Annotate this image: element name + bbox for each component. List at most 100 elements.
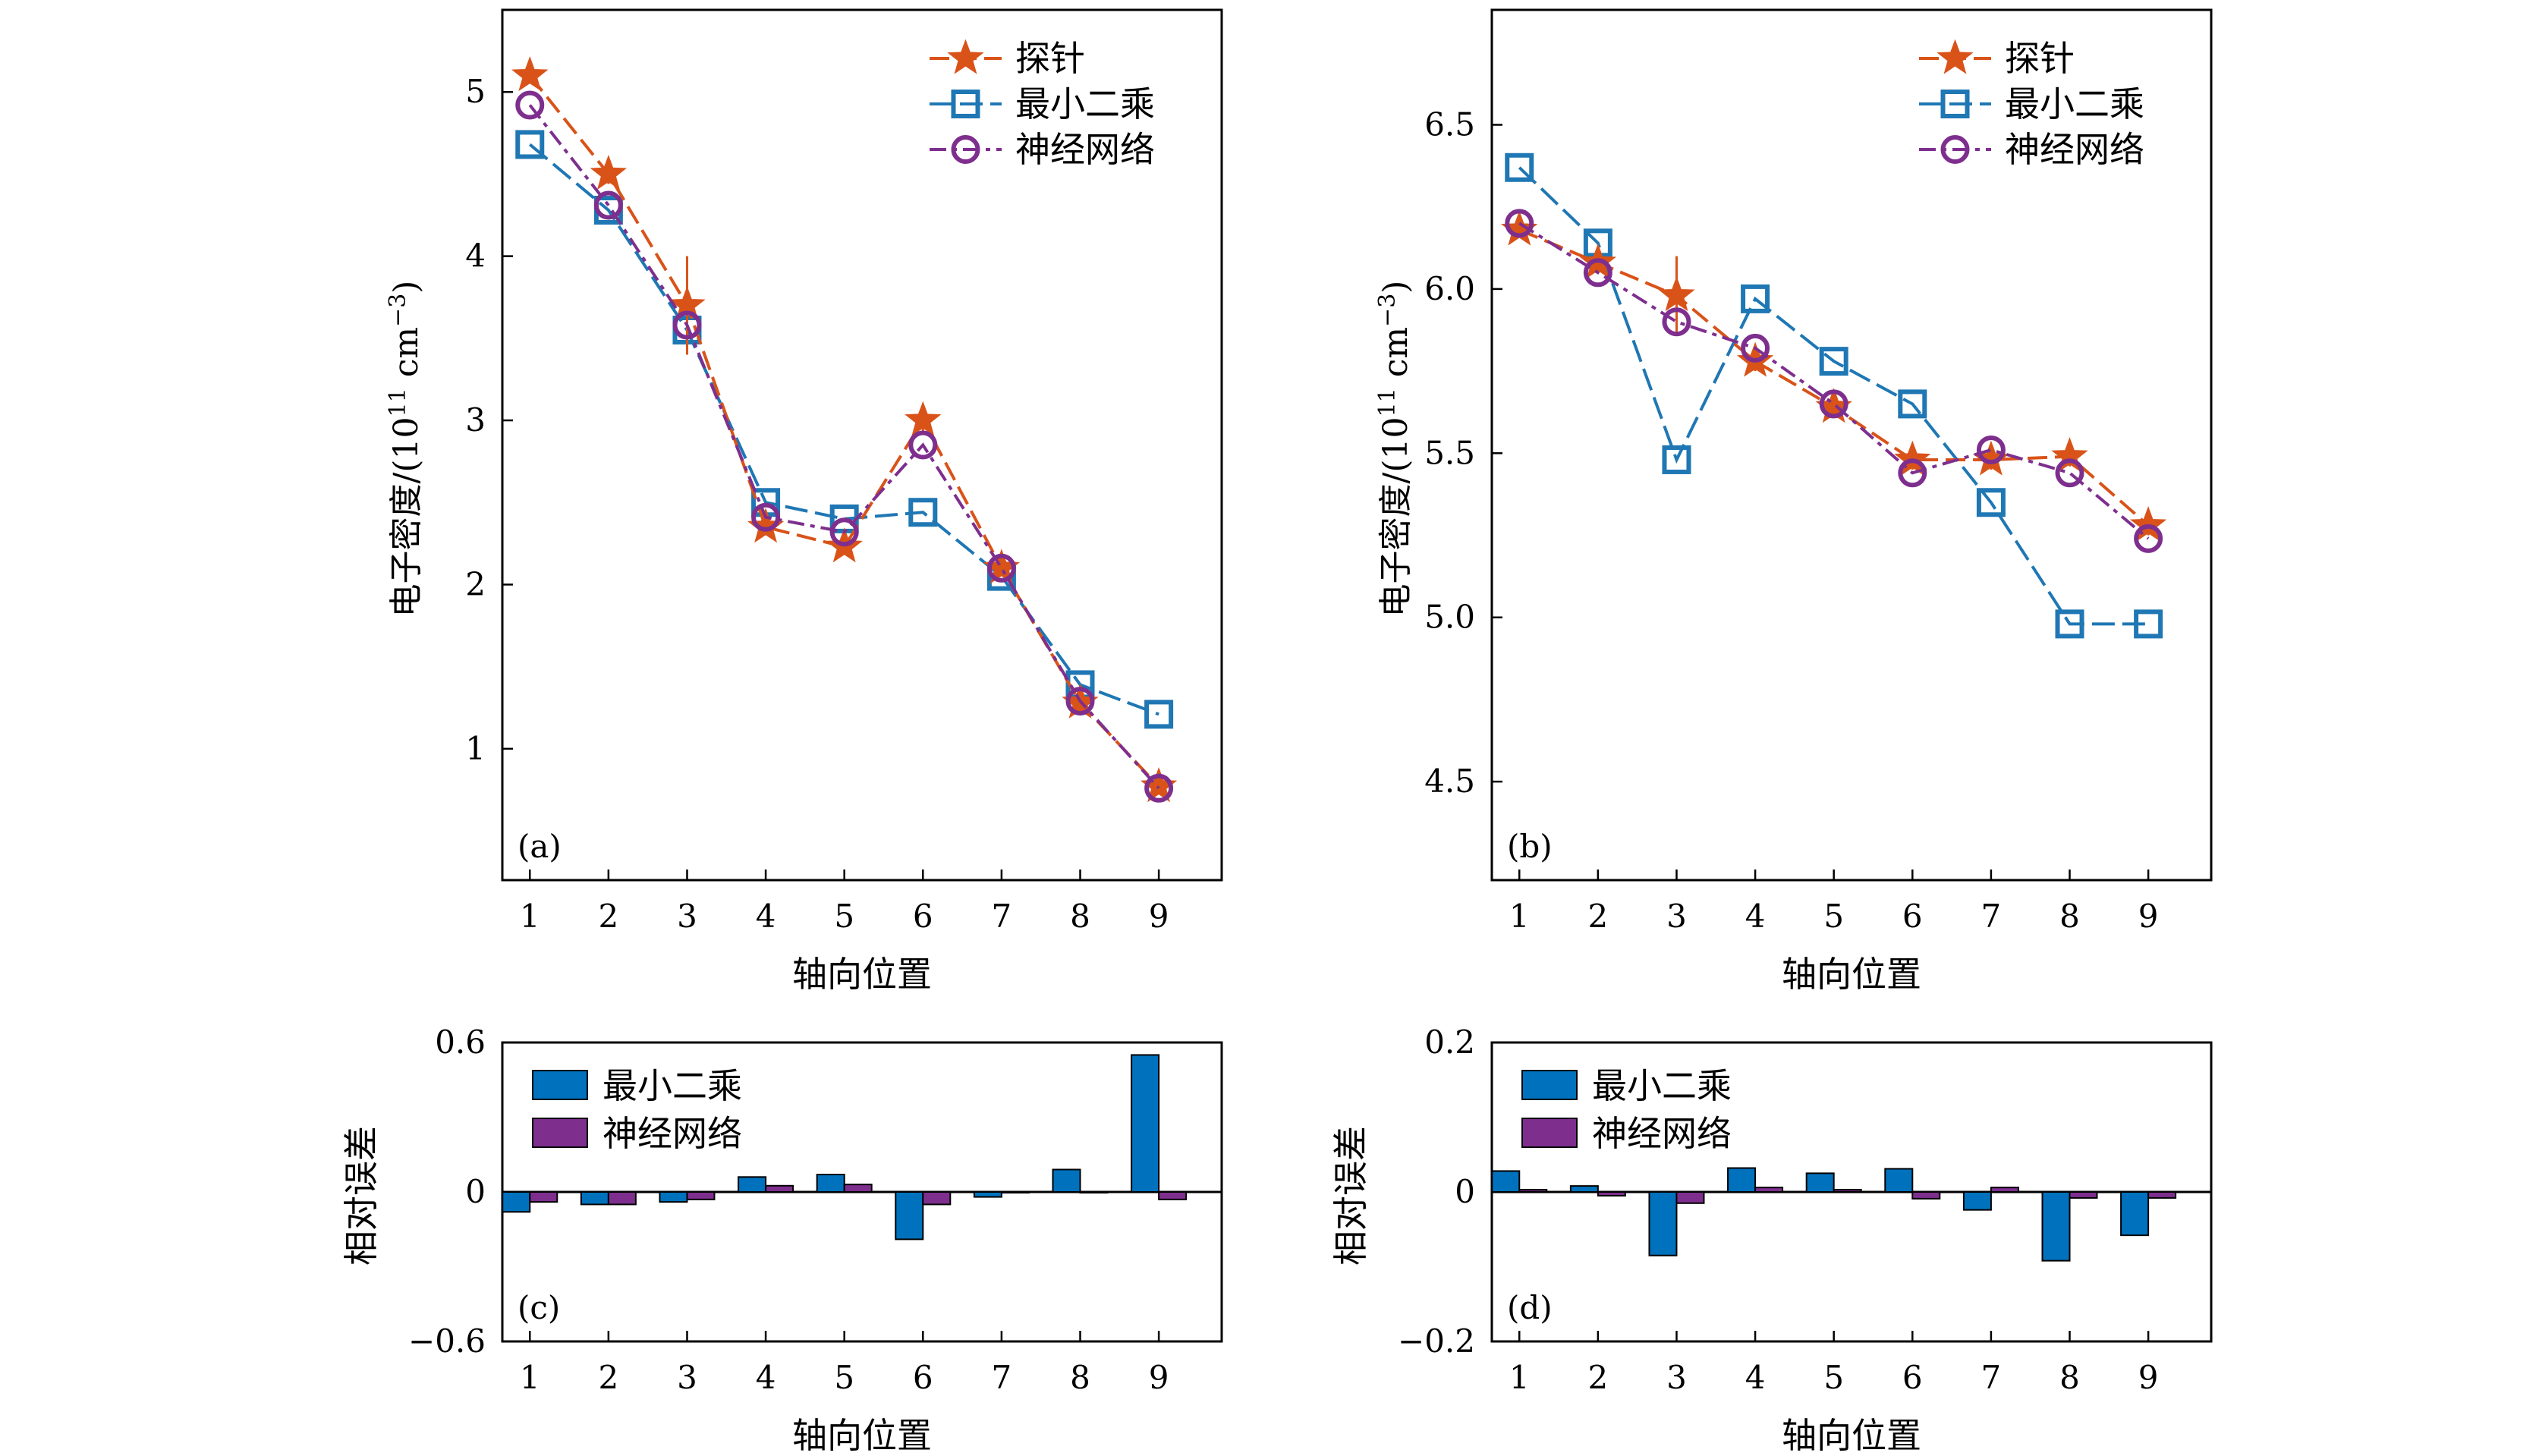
bar <box>1675 1191 1705 1204</box>
legend-marker <box>951 90 980 118</box>
data-point <box>2055 609 2084 639</box>
data-point <box>1976 488 2006 517</box>
bar <box>1597 1191 1626 1197</box>
bar <box>1569 1185 1599 1193</box>
x-tick-label: 1 <box>520 1359 540 1396</box>
panel-label: (d) <box>1507 1289 1553 1326</box>
x-tick-label: 9 <box>2138 1359 2159 1396</box>
bar <box>1990 1187 2019 1193</box>
series-line <box>528 74 1160 788</box>
data-point <box>2055 458 2084 488</box>
x-tick-label: 5 <box>834 898 854 935</box>
legend-marker <box>1936 39 1974 74</box>
y-tick-label: 5 <box>465 73 486 110</box>
bar <box>1052 1168 1081 1193</box>
x-tick-label: 4 <box>1745 898 1766 935</box>
data-point <box>593 190 623 220</box>
series-square <box>515 130 1174 729</box>
data-point <box>1662 445 1691 474</box>
y-tick-label: −0.2 <box>1398 1322 1475 1360</box>
series-line <box>1518 228 2150 527</box>
bar <box>1491 1170 1521 1193</box>
series-circle <box>515 90 1174 803</box>
y-axis-label-end: ) <box>387 281 426 294</box>
y-axis-label: 相对误差 <box>341 1126 382 1266</box>
x-tick-label: 9 <box>1149 898 1169 935</box>
y-axis-label-main: 电子密度/(10 <box>1376 417 1415 617</box>
x-tick-label: 8 <box>1070 898 1090 935</box>
data-point <box>2134 524 2163 553</box>
x-tick-label: 5 <box>1823 898 1844 935</box>
y-axis-label: 电子密度/(1011 cm−3) <box>385 281 426 618</box>
bar <box>2069 1191 2098 1199</box>
data-point <box>1065 687 1095 716</box>
x-tick-label: 6 <box>913 898 933 935</box>
y-tick-label: −0.6 <box>408 1322 486 1360</box>
plot-frame <box>1490 8 2213 882</box>
x-tick-label: 2 <box>1588 1359 1609 1396</box>
bar <box>1158 1191 1188 1200</box>
x-tick-label: 6 <box>913 1359 933 1396</box>
data-point <box>908 430 938 460</box>
data-point <box>986 553 1016 583</box>
data-point <box>515 130 545 159</box>
legend-label: 神经网络 <box>1015 129 1155 170</box>
data-point <box>1894 440 1931 476</box>
legend-label: 神经网络 <box>1592 1113 1732 1154</box>
x-tick-label: 4 <box>756 1359 776 1396</box>
bar <box>1754 1187 1784 1193</box>
bar <box>738 1176 767 1193</box>
bar <box>607 1191 637 1206</box>
bar <box>973 1191 1002 1198</box>
bar <box>1727 1167 1757 1193</box>
legend-label: 最小二乘 <box>1592 1065 1732 1106</box>
y-axis-label-exp: 11 <box>385 388 411 417</box>
bar <box>1962 1191 1992 1211</box>
legend-swatch <box>1521 1070 1578 1100</box>
y-tick-label: 2 <box>465 565 486 602</box>
panel-b: 4.5 5.0 5.5 6.0 6.5 1 2 3 4 5 6 7 8 9 轴向位置 电子密度/(1011 c… <box>1374 8 2213 995</box>
x-tick-label: 8 <box>1070 1359 1090 1396</box>
bar <box>1884 1168 1914 1193</box>
bar <box>2147 1191 2177 1199</box>
x-tick-label: 8 <box>2059 898 2080 935</box>
x-tick-label: 3 <box>1666 898 1687 935</box>
series-square <box>1505 153 2163 639</box>
legend-swatch <box>1521 1118 1578 1148</box>
bar <box>1131 1054 1160 1193</box>
data-point <box>908 498 938 527</box>
y-tick-label: 5.5 <box>1424 434 1475 471</box>
x-tick-label: 1 <box>1509 1359 1530 1396</box>
x-axis-label: 轴向位置 <box>792 954 932 995</box>
x-tick-label: 2 <box>599 898 619 935</box>
panel-a: 1 2 3 4 5 1 2 3 4 5 6 7 8 9 轴向位置 电子密度/(1011 cm−3) (a) 探针最… <box>385 8 1223 995</box>
bar <box>659 1191 688 1203</box>
x-tick-label: 1 <box>1509 898 1530 935</box>
x-tick-label: 6 <box>1902 898 1923 935</box>
series-star <box>1501 210 2167 542</box>
series-line <box>1518 222 2150 540</box>
x-tick-label: 4 <box>756 898 776 935</box>
y-axis-label-unit: cm <box>387 327 426 388</box>
y-tick-label: 1 <box>465 730 486 767</box>
y-tick-label: 0.6 <box>435 1024 486 1061</box>
series-bars-0 <box>1491 1167 2150 1262</box>
data-point <box>1741 284 1770 313</box>
data-point <box>1741 333 1770 363</box>
x-tick-label: 5 <box>1823 1359 1844 1396</box>
y-axis-label: 相对误差 <box>1330 1126 1371 1266</box>
legend-marker <box>951 135 980 164</box>
legend-marker <box>947 39 984 74</box>
panel-label: (b) <box>1507 828 1553 865</box>
x-tick-label: 2 <box>1588 898 1609 935</box>
data-point <box>1140 767 1178 803</box>
plot-frame <box>501 8 1223 882</box>
bar <box>816 1174 845 1193</box>
x-tick-label: 6 <box>1902 1359 1923 1396</box>
y-axis-label-main: 电子密度/(10 <box>387 417 426 617</box>
x-axis-label: 轴向位置 <box>1782 954 1921 995</box>
data-point <box>1505 209 1534 238</box>
